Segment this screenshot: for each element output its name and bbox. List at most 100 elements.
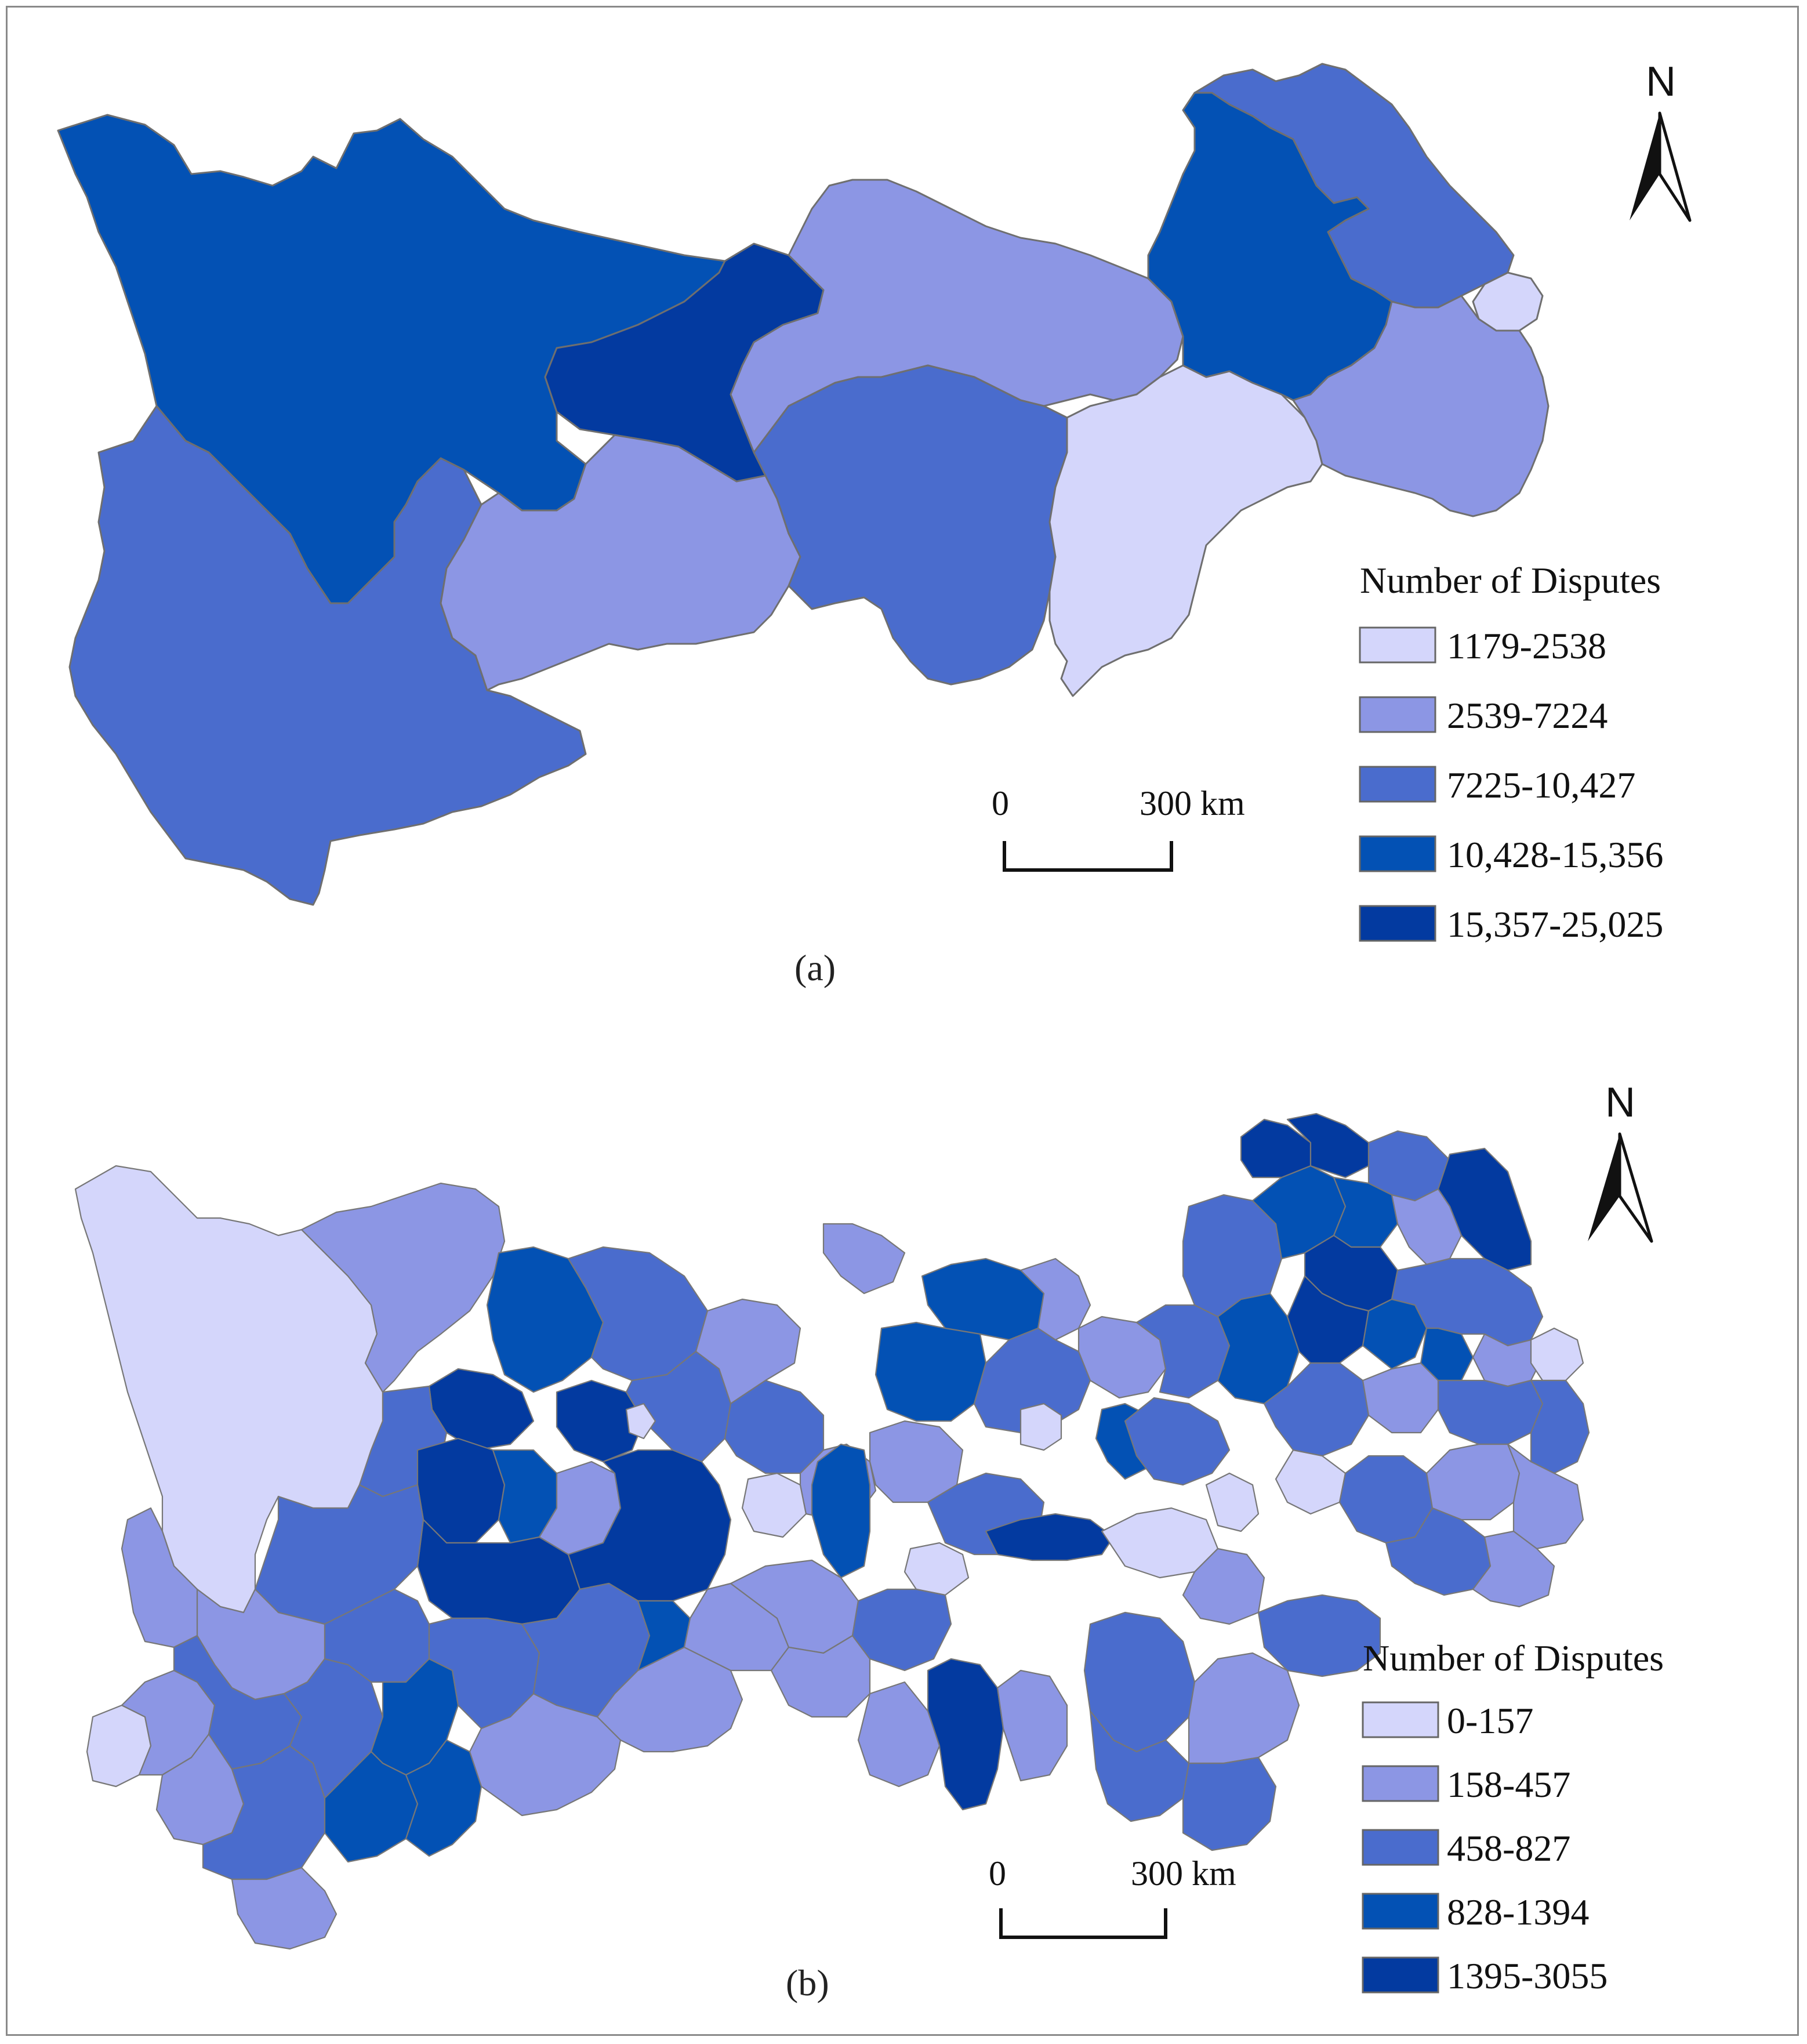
legend-item: 7225-10,427 xyxy=(1359,764,1635,806)
legend-swatch xyxy=(1359,696,1436,733)
legend-swatch xyxy=(1359,835,1436,872)
district xyxy=(1182,1756,1277,1851)
district xyxy=(875,1321,987,1422)
district xyxy=(1257,1594,1381,1677)
legend-item: 15,357-25,025 xyxy=(1359,904,1663,945)
district xyxy=(741,1472,807,1538)
legend-label: 10,428-15,356 xyxy=(1447,834,1663,875)
panel-a-legend: Number of Disputes 1179-2538 2539-7224 7… xyxy=(1359,560,1663,945)
district xyxy=(486,1246,604,1393)
scale-end-label: 300 km xyxy=(1131,1854,1236,1893)
legend-item: 10,428-15,356 xyxy=(1359,834,1663,875)
district xyxy=(1124,1397,1231,1486)
scale-start-label: 0 xyxy=(992,784,1009,822)
panel-a-north-arrow: N xyxy=(1630,59,1692,222)
panel-a-map xyxy=(57,63,1550,906)
legend-label: 7225-10,427 xyxy=(1447,764,1635,806)
legend-label: 1395-3055 xyxy=(1447,1955,1608,1996)
district xyxy=(1338,1455,1434,1544)
legend-label: 2539-7224 xyxy=(1447,695,1608,736)
legend-label: 1179-2538 xyxy=(1447,625,1606,666)
scale-bar-line xyxy=(999,1908,1167,1939)
north-arrow-right xyxy=(1618,1132,1653,1243)
legend-item: 1179-2538 xyxy=(1359,625,1606,666)
legend-item: 0-157 xyxy=(1362,1700,1533,1741)
legend-swatch xyxy=(1362,1829,1439,1866)
district xyxy=(927,1658,1004,1811)
region-hunan xyxy=(753,364,1068,686)
district xyxy=(851,1588,952,1672)
district xyxy=(1182,1194,1283,1318)
district xyxy=(596,1646,743,1753)
region-yunnan xyxy=(68,405,587,906)
district xyxy=(904,1542,970,1596)
region-shanghai xyxy=(1472,271,1544,332)
district xyxy=(1083,1611,1196,1753)
district xyxy=(857,1681,941,1788)
legend-item: 458-827 xyxy=(1362,1828,1570,1869)
district xyxy=(1530,1327,1584,1382)
district xyxy=(1019,1402,1062,1451)
legend-swatch xyxy=(1359,626,1436,664)
district xyxy=(695,1298,801,1405)
region-zhejiang xyxy=(1292,295,1550,517)
district xyxy=(405,1739,482,1857)
figure-frame xyxy=(6,6,1799,2036)
legend-swatch xyxy=(1362,1893,1439,1930)
district xyxy=(1437,1379,1544,1445)
district xyxy=(996,1669,1068,1782)
north-arrow-right xyxy=(1658,111,1692,222)
panel-b-map xyxy=(74,1112,1590,1950)
legend-swatch xyxy=(1359,766,1436,803)
scale-end-label: 300 km xyxy=(1140,784,1245,822)
legend-item: 1395-3055 xyxy=(1362,1955,1608,1996)
district xyxy=(985,1513,1115,1561)
legend-swatch xyxy=(1362,1701,1439,1738)
region-hubei xyxy=(730,179,1184,454)
district xyxy=(231,1867,338,1950)
legend-label: 828-1394 xyxy=(1447,1891,1589,1933)
district xyxy=(1275,1449,1347,1515)
north-label: N xyxy=(1646,59,1676,105)
district xyxy=(1362,1362,1439,1434)
district xyxy=(1188,1652,1300,1764)
legend-label: 15,357-25,025 xyxy=(1447,904,1663,945)
district xyxy=(822,1223,906,1295)
panel-a-scale-bar: 0 300 km xyxy=(992,784,1245,872)
legend-item: 2539-7224 xyxy=(1359,695,1608,736)
district xyxy=(973,1327,1091,1434)
district xyxy=(300,1182,506,1393)
scale-start-label: 0 xyxy=(989,1854,1006,1893)
region-jiangxi xyxy=(1048,364,1323,697)
legend-item: 158-457 xyxy=(1362,1764,1570,1805)
panel-b-scale-bar: 0 300 km xyxy=(989,1854,1236,1939)
district xyxy=(1425,1443,1521,1521)
legend-label: 158-457 xyxy=(1447,1764,1570,1805)
panel-a-label: (a) xyxy=(794,947,836,988)
north-arrow-left xyxy=(1630,113,1660,220)
legend-label: 458-827 xyxy=(1447,1828,1570,1869)
legend-swatch xyxy=(1362,1765,1439,1802)
legend-item: 828-1394 xyxy=(1362,1891,1589,1933)
panel-b-north-arrow: N xyxy=(1588,1079,1653,1243)
legend-title: Number of Disputes xyxy=(1360,560,1661,601)
district xyxy=(1507,1443,1584,1550)
district xyxy=(770,1635,871,1718)
north-arrow-left xyxy=(1588,1134,1620,1241)
legend-swatch xyxy=(1362,1956,1439,1994)
legend-label: 0-157 xyxy=(1447,1700,1533,1741)
panel-b-legend: Number of Disputes 0-157 158-457 458-827… xyxy=(1362,1637,1664,1996)
scale-bar-line xyxy=(1003,841,1173,872)
legend-title: Number of Disputes xyxy=(1363,1637,1664,1679)
district xyxy=(1530,1379,1590,1474)
district xyxy=(625,1402,656,1440)
district xyxy=(1077,1315,1167,1399)
north-label: N xyxy=(1605,1079,1635,1126)
panel-b-label: (b) xyxy=(786,1962,829,2003)
district xyxy=(1472,1530,1555,1608)
district xyxy=(556,1379,645,1463)
district xyxy=(811,1443,871,1579)
district xyxy=(1205,1472,1260,1532)
legend-swatch xyxy=(1359,905,1436,942)
